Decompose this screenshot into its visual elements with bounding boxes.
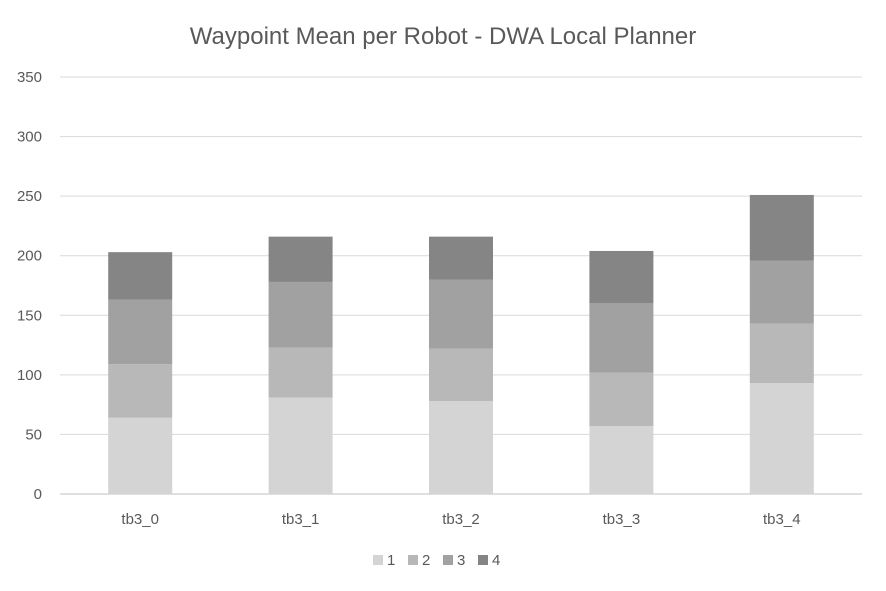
bar-segment-tb3_2-series-4 [429, 236, 493, 280]
bar-segment-tb3_1-series-2 [268, 347, 333, 398]
y-tick-label: 350 [17, 69, 42, 86]
x-tick-label: tb3_1 [282, 511, 320, 528]
y-tick-label: 250 [17, 188, 42, 205]
y-tick-label: 0 [34, 486, 42, 503]
y-tick-label: 100 [17, 367, 42, 384]
bars [108, 194, 814, 494]
y-axis: 0 50 100 150 200 250 300 350 [17, 69, 42, 503]
bar-segment-tb3_1-series-4 [268, 236, 333, 282]
bar-segment-tb3_4-series-4 [749, 194, 814, 261]
y-tick-label: 50 [25, 426, 42, 443]
bar-segment-tb3_1-series-3 [268, 281, 333, 348]
y-tick-label: 200 [17, 248, 42, 265]
bar-segment-tb3_0-series-1 [108, 417, 173, 494]
bar-segment-tb3_3-series-1 [589, 426, 654, 494]
bar-segment-tb3_3-series-2 [589, 372, 654, 427]
chart-title: Waypoint Mean per Robot - DWA Local Plan… [190, 23, 696, 50]
bar-segment-tb3_3-series-4 [589, 250, 654, 304]
bar-segment-tb3_0-series-2 [108, 364, 173, 418]
legend-swatch-3 [443, 555, 453, 565]
x-axis: tb3_0 tb3_1 tb3_2 tb3_3 tb3_4 [121, 511, 800, 528]
bar-segment-tb3_2-series-2 [429, 348, 493, 402]
bar-segment-tb3_4-series-2 [749, 323, 814, 384]
legend-swatch-4 [478, 555, 488, 565]
bar-segment-tb3_0-series-4 [108, 252, 173, 300]
x-tick-label: tb3_2 [442, 511, 480, 528]
legend-swatch-1 [373, 555, 383, 565]
legend-label-1: 1 [387, 552, 395, 569]
legend-label-2: 2 [422, 552, 430, 569]
legend-swatch-2 [408, 555, 418, 565]
bar-segment-tb3_3-series-3 [589, 303, 654, 373]
legend-label-3: 3 [457, 552, 465, 569]
x-tick-label: tb3_4 [763, 511, 801, 528]
y-tick-label: 300 [17, 129, 42, 146]
bar-segment-tb3_1-series-1 [268, 397, 333, 494]
bar-segment-tb3_4-series-3 [749, 260, 814, 324]
legend-label-4: 4 [492, 552, 500, 569]
x-tick-label: tb3_3 [603, 511, 641, 528]
bar-segment-tb3_4-series-1 [749, 383, 814, 494]
y-tick-label: 150 [17, 307, 42, 324]
bar-segment-tb3_2-series-1 [429, 401, 493, 494]
x-tick-label: tb3_0 [121, 511, 159, 528]
legend: 1 2 3 4 [373, 552, 500, 569]
bar-segment-tb3_0-series-3 [108, 299, 173, 365]
bar-segment-tb3_2-series-3 [429, 279, 493, 349]
